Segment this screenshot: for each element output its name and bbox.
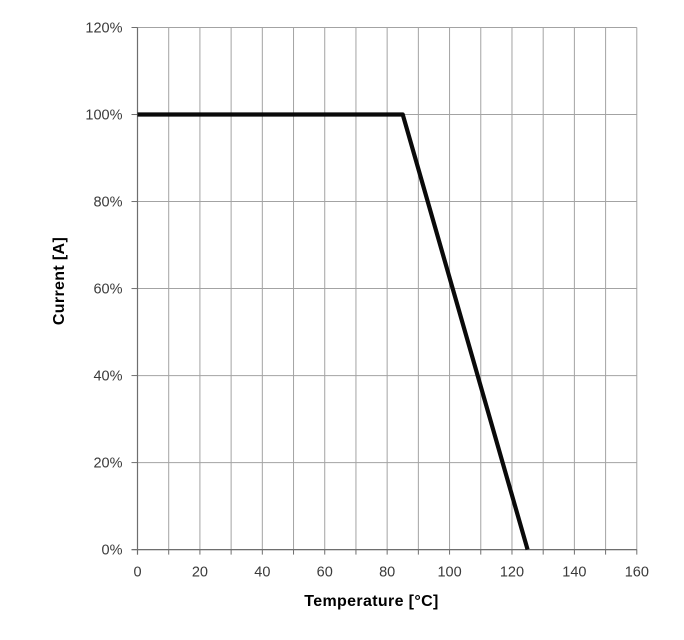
x-axis-tick-labels: 0 20 40 60 80 100 120 140 160 <box>133 565 648 581</box>
y-axis-tick-labels: 0% 20% 40% 60% 80% 100% 120% <box>85 21 122 559</box>
y-tick-label: 120% <box>85 21 122 37</box>
x-tick-label: 40 <box>254 565 270 581</box>
x-tick-label: 20 <box>192 565 208 581</box>
axis-lines <box>131 27 637 555</box>
y-tick-label: 80% <box>93 195 122 211</box>
y-tick-label: 0% <box>102 543 123 559</box>
y-tick-label: 20% <box>93 456 122 472</box>
axis-ticks <box>131 27 638 555</box>
y-axis-title: Current [A] <box>51 237 68 325</box>
x-tick-label: 120 <box>500 565 524 581</box>
x-tick-label: 140 <box>562 565 586 581</box>
x-tick-label: 100 <box>437 565 461 581</box>
x-tick-label: 0 <box>133 565 141 581</box>
y-tick-label: 60% <box>93 282 122 298</box>
derating-curve-line <box>137 112 530 551</box>
x-axis-title: Temperature [°C] <box>304 593 438 610</box>
x-tick-label: 60 <box>317 565 333 581</box>
x-tick-label: 80 <box>379 565 395 581</box>
data-series <box>137 112 530 551</box>
y-tick-label: 40% <box>93 369 122 385</box>
x-tick-label: 160 <box>625 565 649 581</box>
gridlines <box>137 27 638 551</box>
y-tick-label: 100% <box>85 108 122 124</box>
